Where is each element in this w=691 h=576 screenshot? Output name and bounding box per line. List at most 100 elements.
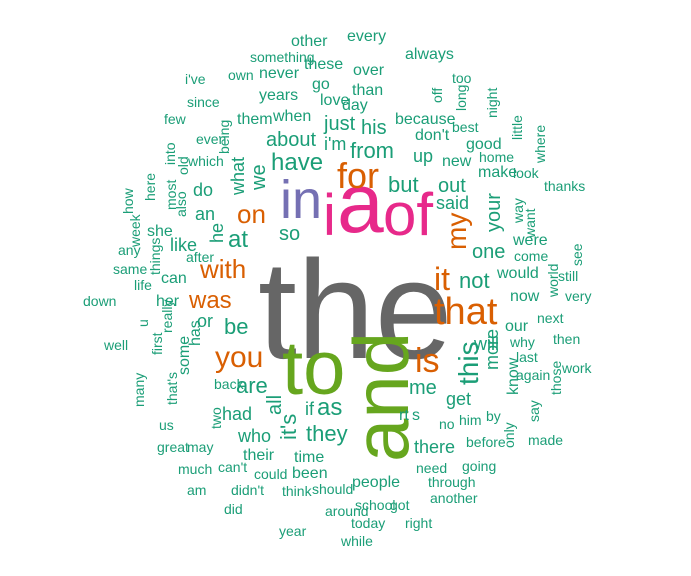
word-she: she (147, 223, 173, 240)
word-much: much (178, 461, 212, 477)
word-as: as (317, 394, 342, 421)
word-that: that (434, 291, 498, 333)
word-things: things (147, 238, 163, 275)
word-my: my (441, 213, 472, 250)
word-school: school (355, 497, 395, 513)
word-want: want (522, 208, 538, 239)
word-how: how (120, 187, 136, 214)
word-a: a (337, 156, 384, 250)
word-our: our (505, 318, 529, 335)
word-on: on (237, 199, 266, 229)
word-first: first (149, 332, 165, 355)
word-even: even (196, 131, 226, 147)
word-here: here (142, 173, 158, 201)
word-thanks: thanks (544, 178, 585, 194)
word-thats: that's (164, 372, 180, 405)
word-through: through (428, 474, 475, 490)
word-time: time (294, 449, 324, 466)
word-well: well (103, 337, 128, 353)
word-see: see (569, 243, 585, 266)
word-still: still (558, 268, 578, 284)
word-at: at (228, 226, 248, 253)
word-dont: don't (415, 127, 450, 144)
word-with: with (199, 254, 246, 284)
word-today: today (351, 515, 385, 531)
word-going: going (462, 458, 496, 474)
word-life: life (134, 277, 152, 293)
word-their: their (243, 447, 275, 464)
word-back: back (214, 376, 245, 392)
word-little: little (509, 115, 525, 140)
word-when: when (272, 108, 311, 125)
word-way: way (510, 198, 526, 224)
word-from: from (350, 138, 394, 163)
word-also: also (173, 191, 189, 217)
word-had: had (222, 404, 252, 424)
word-they: they (306, 421, 348, 446)
word-can: can (161, 270, 187, 287)
word-last: last (516, 349, 538, 365)
word-go: go (312, 76, 330, 93)
word-he: he (207, 223, 227, 243)
word-after: after (186, 249, 214, 265)
word-long: long (453, 85, 469, 111)
word-because: because (395, 111, 456, 128)
word-have: have (271, 149, 323, 176)
word-come: come (514, 248, 548, 264)
word-look: look (513, 165, 540, 181)
word-most: most (163, 180, 179, 210)
word-right: right (405, 515, 432, 531)
word-any: any (118, 242, 141, 258)
word-more: more (482, 329, 502, 370)
word-years: years (259, 87, 298, 104)
word-him: him (459, 412, 482, 428)
word-while: while (340, 533, 373, 549)
word-other: other (291, 33, 328, 50)
word-like: like (170, 235, 197, 255)
word-make: make (478, 164, 517, 181)
word-could: could (254, 466, 287, 482)
word-am: am (187, 482, 206, 498)
word-again: again (516, 367, 550, 383)
word-were: were (512, 232, 548, 249)
word-all: all (264, 395, 286, 415)
word-next: next (537, 310, 564, 326)
word-very: very (565, 288, 591, 304)
word-and: and (337, 332, 425, 462)
word-love: love (320, 92, 349, 109)
word-if: if (305, 399, 315, 419)
word-year: year (279, 523, 307, 539)
word-good: good (466, 136, 502, 153)
word-did: did (224, 501, 243, 517)
word-do: do (193, 180, 213, 200)
word-it: it (434, 261, 450, 297)
word-know: know (505, 357, 522, 395)
word-same: same (113, 261, 147, 277)
word-didnt: didn't (231, 482, 264, 498)
word-now: now (510, 288, 540, 305)
word-since: since (187, 94, 220, 110)
word-you: you (215, 341, 263, 374)
word-u: u (135, 319, 151, 327)
word-this: this (453, 341, 484, 385)
word-may: may (187, 439, 213, 455)
word-always: always (405, 46, 454, 63)
word-something: something (250, 49, 315, 65)
word-which: which (187, 153, 224, 169)
word-them: them (237, 111, 273, 128)
word-only: only (501, 422, 517, 448)
word-think: think (282, 483, 313, 499)
word-his: his (361, 117, 387, 139)
word-off: off (429, 88, 445, 103)
word-your: your (483, 193, 505, 232)
word-many: many (131, 373, 147, 407)
word-home: home (479, 149, 514, 165)
word-should: should (312, 481, 353, 497)
word-around: around (325, 503, 369, 519)
word-to: to (282, 326, 345, 411)
word-over: over (353, 62, 385, 79)
word-who: who (237, 426, 271, 446)
word-before: before (466, 434, 506, 450)
word-us: us (159, 417, 174, 433)
